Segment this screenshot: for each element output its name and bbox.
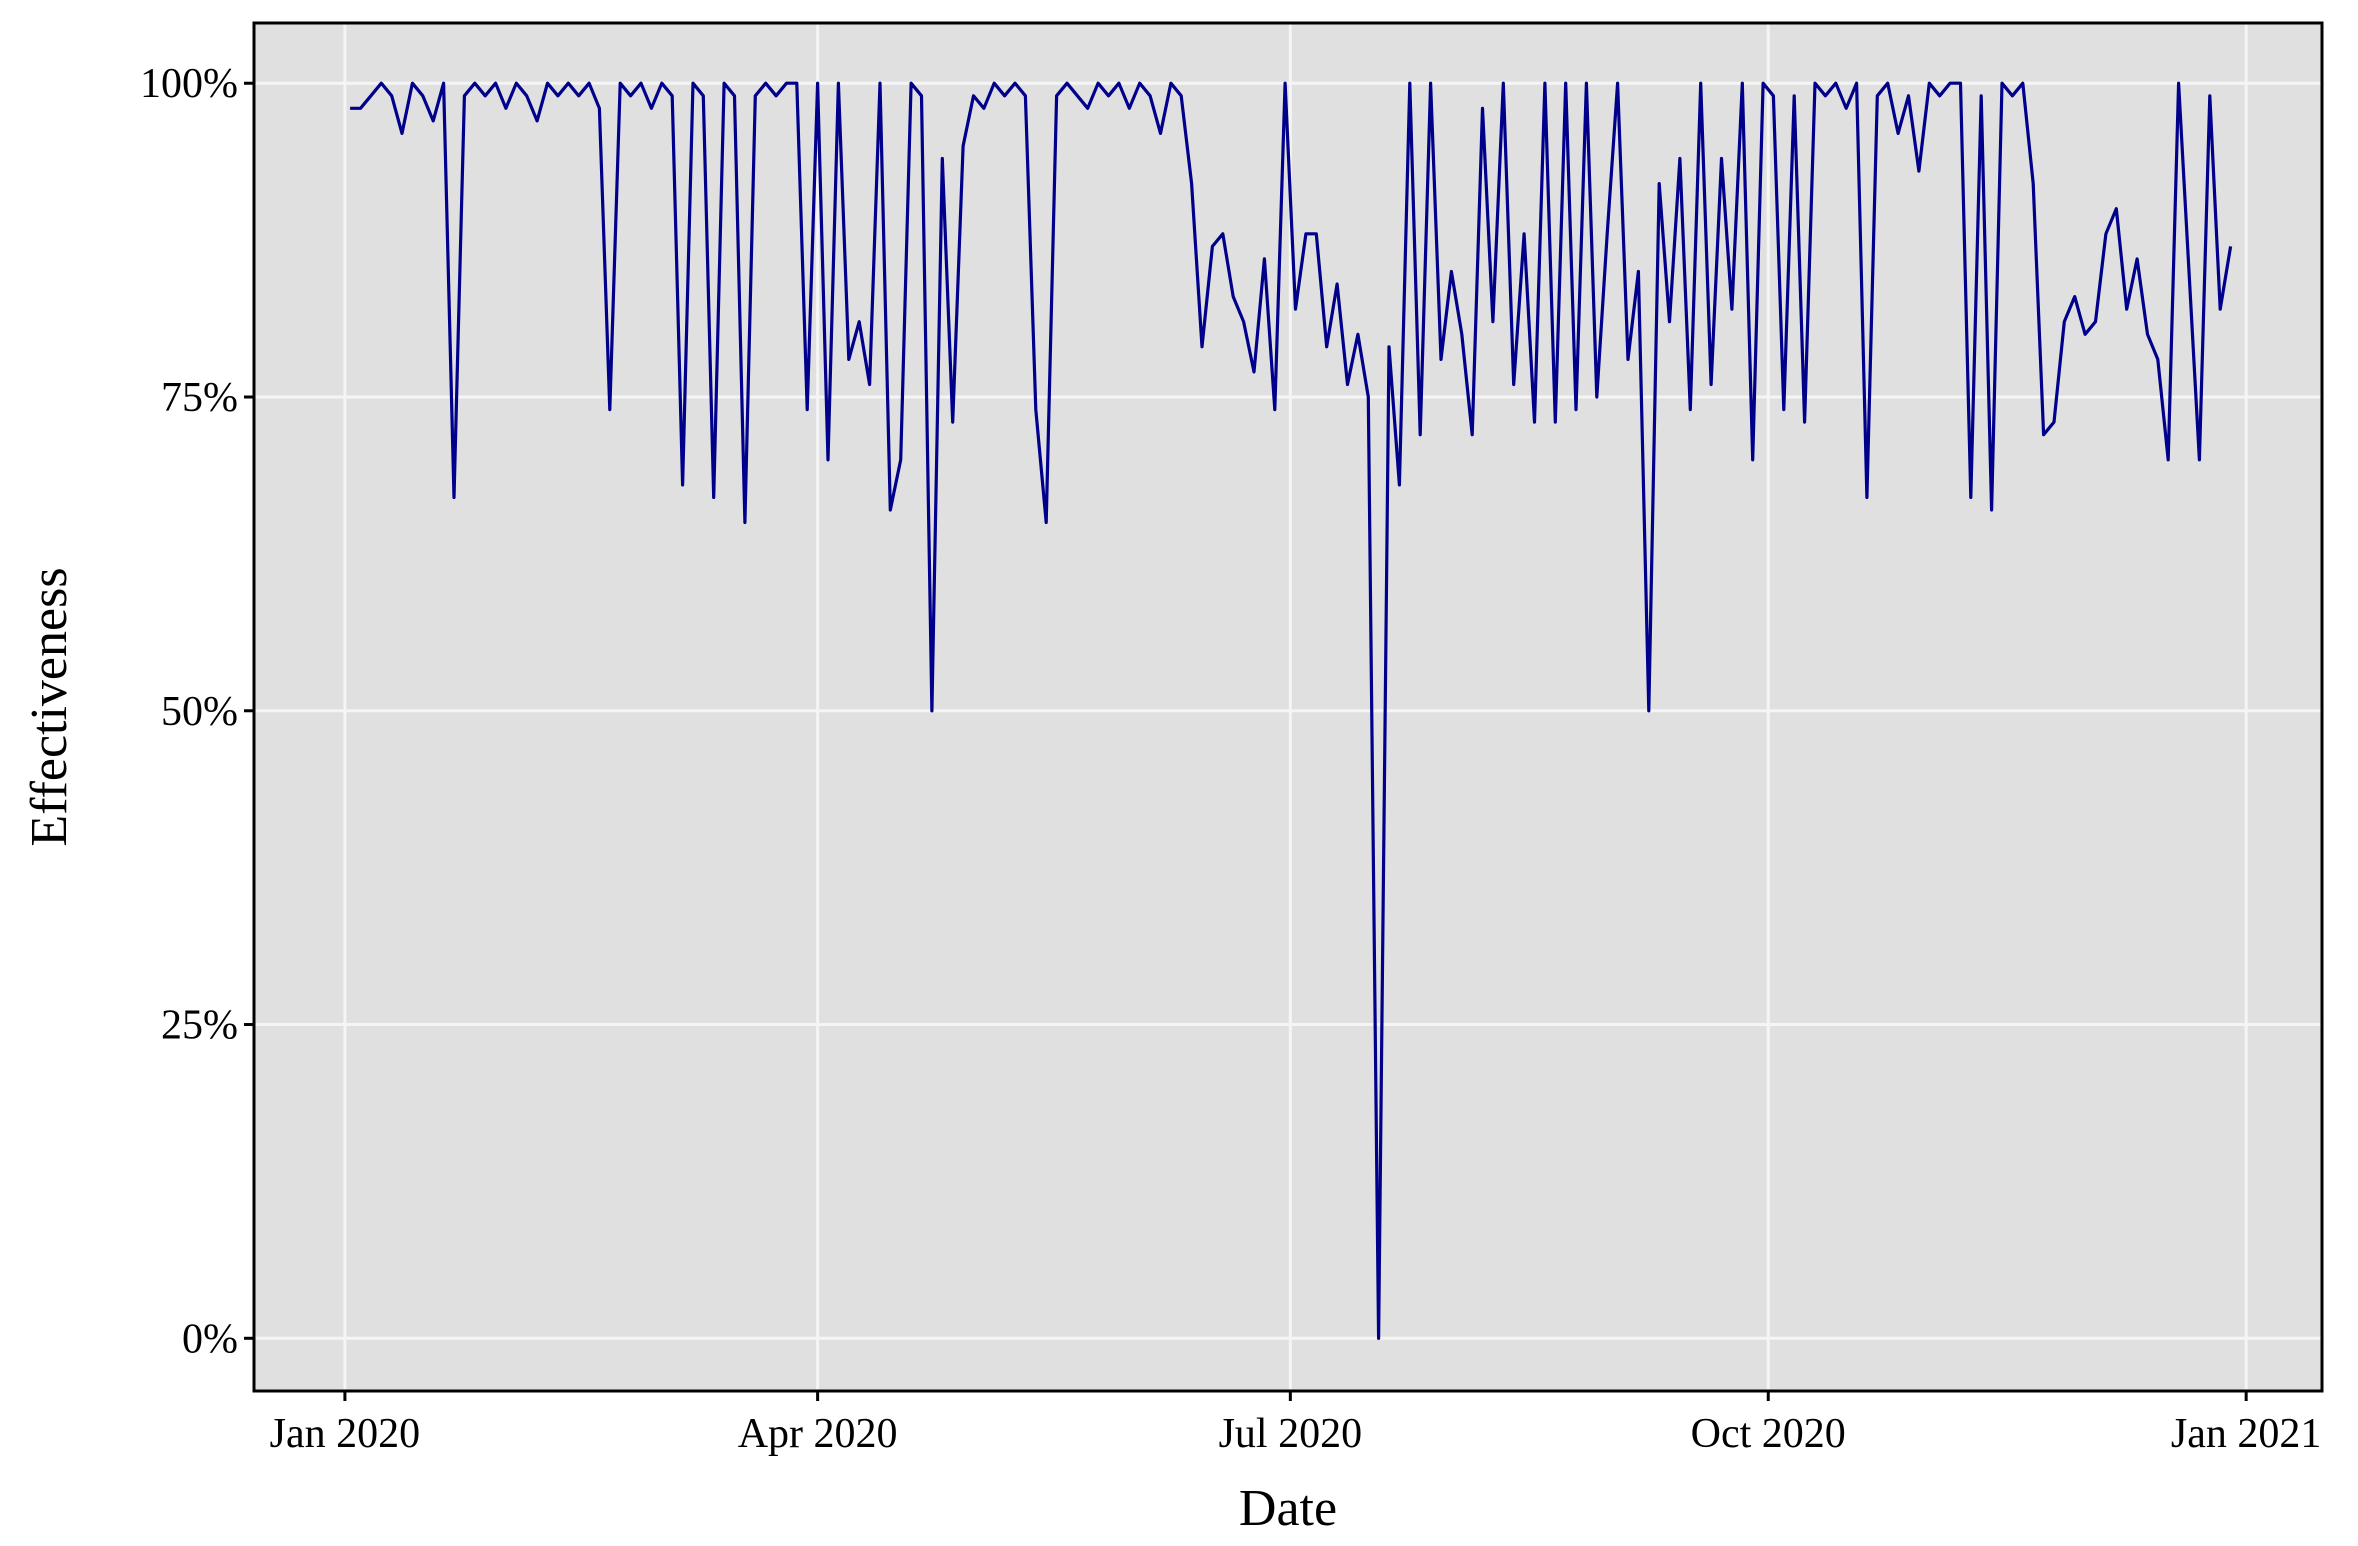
y-tick-label: 0% [182,1316,238,1362]
y-tick-label: 100% [140,61,238,107]
y-axis-title: Effectiveness [21,567,78,846]
y-tick-label: 50% [161,689,238,735]
x-tick-label: Jul 2020 [1219,1411,1363,1457]
y-tick-label: 75% [161,375,238,421]
plot-border [252,21,2324,1393]
series-line [350,81,2233,1340]
x-tick-label: Oct 2020 [1691,1411,1846,1457]
x-tick-label: Apr 2020 [738,1411,898,1457]
x-axis-title: Date [1239,1480,1337,1537]
plot-background [254,23,2322,1391]
series [350,81,2233,1340]
x-tick-label: Jan 2020 [270,1411,421,1457]
ticks: 0% 25% 50% 75% 100% Jan 2020 Apr 2020 Jul 2020 O… [140,61,2321,1457]
grid [254,23,2322,1391]
x-tick-label: Jan 2021 [2171,1411,2322,1457]
y-tick-label: 25% [161,1003,238,1049]
